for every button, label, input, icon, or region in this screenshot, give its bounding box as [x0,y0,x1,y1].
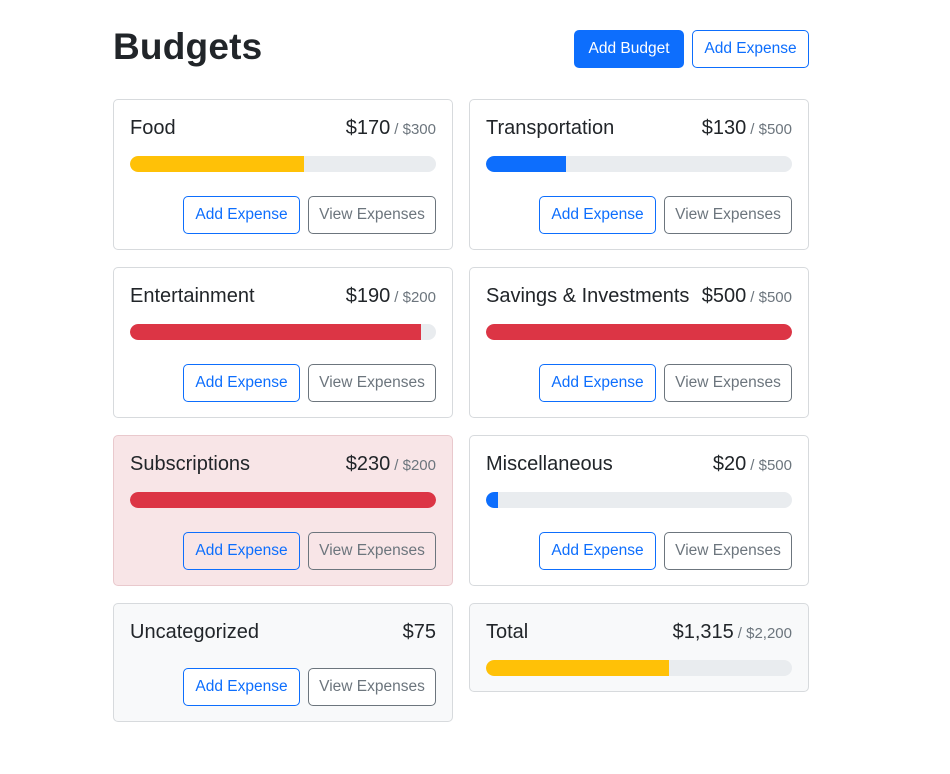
budget-name: Food [130,117,176,139]
progress-fill [130,324,421,340]
add-expense-button[interactable]: Add Expense [539,532,656,570]
page-title: Budgets [113,26,263,67]
view-expenses-button[interactable]: View Expenses [308,668,436,706]
budget-progress [486,156,792,172]
progress-fill [486,156,566,172]
budget-max: / $200 [394,457,436,474]
total-name: Total [486,621,529,643]
add-expense-button[interactable]: Add Expense [183,364,300,402]
budget-name: Uncategorized [130,621,259,643]
budget-progress [130,492,436,508]
add-expense-button[interactable]: Add Expense [539,364,656,402]
budget-max: / $500 [750,289,792,306]
budget-amount: $500 [701,285,747,307]
view-expenses-button[interactable]: View Expenses [664,532,792,570]
budget-amount: $75 [402,621,436,643]
budget-max: / $500 [750,457,792,474]
budget-progress [486,492,792,508]
add-budget-button[interactable]: Add Budget [574,30,684,68]
view-expenses-button[interactable]: View Expenses [308,364,436,402]
add-expense-button[interactable]: Add Expense [692,30,809,68]
total-progress [486,660,792,676]
budget-amount: $190 [345,285,391,307]
add-expense-button[interactable]: Add Expense [183,668,300,706]
budget-name: Miscellaneous [486,453,613,475]
budget-card-subscriptions: Subscriptions $230/ $200 Add Expense Vie… [113,435,453,586]
progress-fill [486,324,792,340]
budget-card-food: Food $170/ $300 Add Expense View Expense… [113,99,453,250]
add-expense-button[interactable]: Add Expense [183,532,300,570]
budget-card-uncategorized: Uncategorized $75 Add Expense View Expen… [113,603,453,722]
budget-card-entertainment: Entertainment $190/ $200 Add Expense Vie… [113,267,453,418]
budget-name: Subscriptions [130,453,251,475]
progress-fill [486,492,499,508]
view-expenses-button[interactable]: View Expenses [308,532,436,570]
budget-progress [486,324,792,340]
add-expense-button[interactable]: Add Expense [183,196,300,234]
budget-max: / $200 [394,289,436,306]
budget-card-savings: Savings & Investments $500/ $500 Add Exp… [469,267,809,418]
budget-name: Transportation [486,117,615,139]
budget-card-total: Total $1,315/ $2,200 [469,603,809,692]
total-amount: $1,315 [672,621,734,643]
budget-amount: $130 [701,117,747,139]
add-expense-button[interactable]: Add Expense [539,196,656,234]
view-expenses-button[interactable]: View Expenses [664,364,792,402]
progress-fill [130,492,436,508]
total-max: / $2,200 [737,625,792,642]
budget-max: / $500 [750,121,792,138]
budget-name: Savings & Investments [486,285,690,307]
budget-amount: $170 [345,117,391,139]
budget-progress [130,324,436,340]
view-expenses-button[interactable]: View Expenses [664,196,792,234]
budget-name: Entertainment [130,285,255,307]
progress-fill [130,156,304,172]
budget-amount: $230 [345,453,391,475]
budget-amount: $20 [712,453,747,475]
progress-fill [486,660,669,676]
view-expenses-button[interactable]: View Expenses [308,196,436,234]
budget-progress [130,156,436,172]
budget-max: / $300 [394,121,436,138]
budget-card-transportation: Transportation $130/ $500 Add Expense Vi… [469,99,809,250]
budget-card-miscellaneous: Miscellaneous $20/ $500 Add Expense View… [469,435,809,586]
